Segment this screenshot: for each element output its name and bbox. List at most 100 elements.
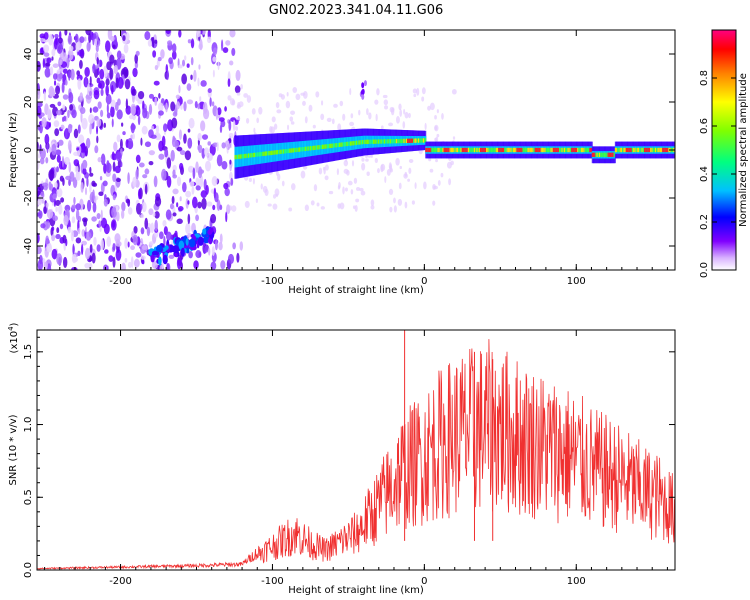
spectrogram-noise-blob (71, 253, 77, 264)
spectrogram-noise-blob (178, 129, 182, 140)
spectrogram-noise-blob (68, 162, 72, 173)
spectrogram-blob (361, 88, 365, 95)
spectrogram-track-core (481, 147, 484, 153)
spectrogram-track-core (635, 147, 638, 153)
spectrogram-track-core (296, 147, 299, 153)
spectrogram-track-core (634, 147, 637, 153)
spectrogram-track-core (517, 147, 520, 153)
spectrogram-noise-blob (182, 181, 187, 193)
snr-x-axis: -200 -100 0 100 (44, 330, 668, 587)
spectrogram-noise-blob (48, 121, 52, 128)
spectrogram-track-core (286, 148, 289, 154)
spectrogram-track-core (404, 138, 407, 144)
spectrogram-track-core (383, 139, 387, 144)
spectrogram-track-core (306, 146, 309, 151)
spectrogram-noise-blob (68, 179, 71, 187)
spectrogram-track-core (445, 147, 449, 153)
spectrogram-noise-blob (58, 37, 63, 44)
spectrogram-noise-blob (212, 69, 215, 78)
spectrogram-track-core (667, 147, 670, 153)
spectrogram-noise-blob (229, 205, 232, 211)
spectrogram-track-core (550, 147, 553, 153)
spectrogram-y-tick-label: 40 (23, 48, 34, 61)
spectrogram-noise-blob (355, 198, 360, 203)
spectrogram-noise-blob (336, 168, 339, 176)
spectrogram-noise-blob (158, 140, 164, 152)
spectrogram-noise-blob (253, 127, 256, 133)
spectrogram-noise-blob (70, 68, 75, 81)
spectrogram-noise-blob (380, 164, 384, 173)
spectrogram-noise-blob (389, 165, 392, 169)
spectrogram-noise-blob (110, 99, 116, 108)
spectrogram-noise-blob (142, 174, 148, 179)
spectrogram-noise-blob (76, 74, 83, 81)
spectrogram-noise-blob (440, 172, 444, 178)
spectrogram-noise-blob (61, 156, 65, 168)
spectrogram-track-core (273, 150, 276, 155)
spectrogram-noise-blob (246, 95, 252, 103)
spectrogram-track-core (417, 138, 421, 143)
spectrogram-branch-blob (207, 238, 213, 244)
spectrogram-noise-blob (37, 232, 40, 244)
spectrogram-noise-blob (161, 168, 167, 181)
spectrogram-noise-blob (73, 159, 80, 167)
spectrogram-track-core (628, 147, 631, 153)
spectrogram-noise-blob (54, 33, 59, 39)
spectrogram-track-core (567, 147, 570, 153)
spectrogram-track-core (537, 147, 540, 153)
spectrogram-noise-blob (86, 199, 92, 212)
spectrogram-noise-blob (408, 158, 414, 164)
spectrogram-track-core (261, 151, 264, 157)
snr-x-tick-label: -100 (261, 576, 284, 587)
spectrogram-noise-blob (166, 157, 172, 169)
spectrogram-track-core (357, 140, 360, 145)
spectrogram-noise-blob (197, 103, 201, 110)
spectrogram-noise-blob (61, 82, 65, 94)
spectrogram-track-core (392, 139, 395, 144)
spectrogram-noise-blob (224, 140, 231, 148)
spectrogram-noise-blob (176, 218, 183, 225)
spectrogram-noise-blob (64, 79, 68, 86)
spectrogram-noise-blob (339, 100, 344, 107)
spectrogram-track-core (373, 139, 376, 144)
spectrogram-noise-blob (135, 154, 141, 164)
spectrogram-track-core (337, 142, 340, 148)
spectrogram-track-core (430, 147, 433, 153)
spectrogram-noise-blob (240, 83, 243, 90)
spectrogram-noise-blob (188, 251, 193, 259)
spectrogram-track-core (362, 139, 365, 145)
spectrogram-noise-blob (148, 161, 154, 166)
spectrogram-noise-blob (89, 90, 92, 96)
spectrogram-track-core (245, 153, 248, 159)
spectrogram-noise-blob (321, 100, 324, 106)
spectrogram-noise-blob (157, 56, 162, 62)
spectrogram-noise-blob (199, 96, 202, 102)
spectrogram-noise-blob (96, 135, 99, 144)
spectrogram-track-core (315, 145, 319, 150)
spectrogram-noise-blob (154, 219, 158, 232)
spectrogram-track-core (607, 152, 610, 157)
spectrogram-track-core (641, 147, 644, 153)
spectrogram-noise-blob (133, 225, 138, 234)
spectrogram-track-core (479, 147, 483, 153)
spectrogram-noise-blob (275, 101, 280, 109)
spectrogram-track-core (488, 147, 491, 153)
snr-x-tick-label: -200 (109, 576, 132, 587)
spectrogram-noise-blob (155, 125, 160, 134)
spectrogram-track-core (600, 152, 603, 157)
spectrogram-noise-blob (174, 230, 178, 238)
spectrogram-branch-blob (174, 253, 178, 258)
spectrogram-noise-blob (48, 181, 52, 191)
spectrogram-noise-blob (51, 91, 56, 97)
spectrogram-noise-blob (437, 179, 441, 186)
spectrogram-noise-blob (288, 207, 293, 212)
spectrogram-track-core (269, 150, 272, 156)
spectrogram-track-core (302, 146, 305, 152)
spectrogram-noise-blob (176, 257, 182, 270)
spectrogram-noise-blob (148, 104, 153, 115)
spectrogram-track-core (329, 143, 332, 149)
spectrogram-track-core (510, 147, 513, 153)
spectrogram-noise-blob (189, 180, 195, 188)
spectrogram-noise-blob (37, 124, 41, 131)
spectrogram-noise-blob (195, 185, 201, 191)
